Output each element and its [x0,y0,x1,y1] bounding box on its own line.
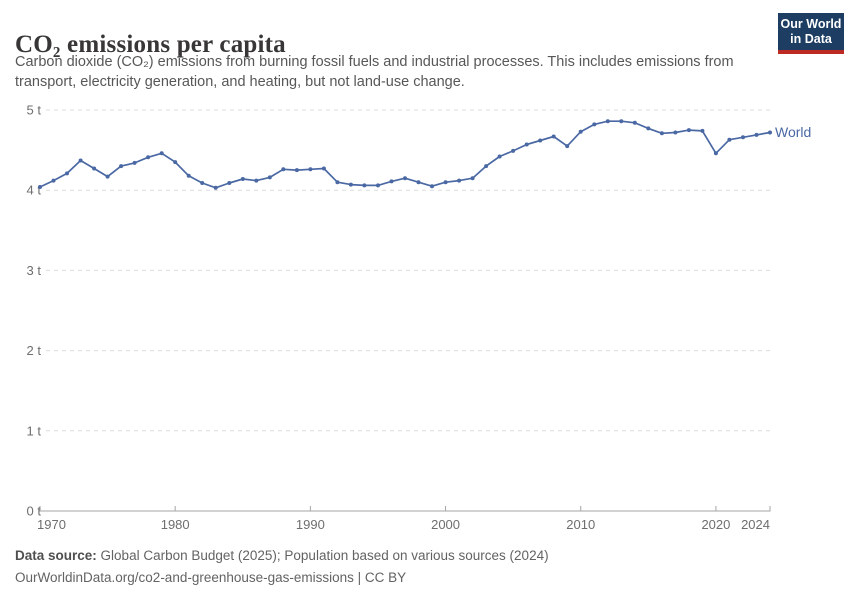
data-point [727,137,732,142]
data-point [78,158,83,163]
data-point [457,178,462,183]
data-point [646,126,651,131]
data-point [254,178,259,183]
data-point [632,120,637,125]
owid-logo-line1: Our World [780,17,842,31]
data-point [146,155,151,160]
series-label-world: World [775,124,811,140]
data-point [321,166,326,171]
data-point [430,184,434,189]
x-axis [39,506,771,512]
data-point [416,180,421,185]
data-point [308,167,313,172]
data-point [240,177,245,181]
chart-subtitle-line2: transport, electricity generation, and h… [15,74,465,90]
x-tick-label: 1970 [37,517,66,532]
y-tick-label: 4 t [27,183,42,198]
data-point [132,160,137,165]
data-point [524,142,529,147]
y-tick-label: 0 t [27,504,42,519]
data-point [376,183,380,188]
data-point [713,151,718,156]
data-point [659,131,664,136]
data-point [565,144,570,149]
data-source-text: Global Carbon Budget (2025); Population … [100,548,549,563]
data-point [119,164,124,169]
y-tick-label: 3 t [27,263,42,278]
x-tick-label: 2000 [431,517,460,532]
data-point [281,167,286,172]
data-point [38,185,42,189]
data-source-label: Data source: [15,548,97,563]
chart-footer: Data source: Global Carbon Budget (2025)… [15,545,835,589]
y-tick-label: 1 t [27,423,42,438]
data-point [51,178,56,183]
data-point [700,128,705,133]
data-point [686,128,691,133]
data-point [484,164,489,169]
data-point [741,135,745,140]
data-point [605,119,610,124]
data-point [362,183,367,188]
data-point [186,173,191,178]
data-point [200,181,205,185]
data-point [294,168,299,173]
y-tick-label: 5 t [27,103,42,118]
data-point [403,176,407,181]
data-point [213,185,218,190]
data-point [538,138,543,143]
data-point [105,174,110,179]
data-source-line: Data source: Global Carbon Budget (2025)… [15,545,835,567]
data-point [754,132,759,137]
chart-title: CO₂ emissions per capita [15,30,286,58]
data-point [227,181,232,185]
chart-subtitle-line1: Carbon dioxide (CO₂) emissions from burn… [15,54,734,70]
data-point [389,179,394,184]
y-tick-label: 2 t [27,343,42,358]
x-tick-label: 2020 [701,517,730,532]
data-point [592,122,597,127]
x-tick-label: 2010 [566,517,595,532]
license-line: OurWorldinData.org/co2-and-greenhouse-ga… [15,570,407,585]
data-point [335,180,340,185]
owid-logo-line2: in Data [790,32,832,46]
data-point [348,182,353,187]
data-point [673,130,678,135]
data-point [470,176,475,181]
data-point [768,130,772,135]
owid-logo: Our World in Data [778,13,844,54]
data-point [619,119,624,124]
data-point [511,148,516,153]
data-point [173,160,178,165]
x-tick-label: 1980 [161,517,190,532]
chart-subtitle: Carbon dioxide (CO₂) emissions from burn… [15,52,775,92]
data-point [267,175,272,180]
data-point [159,151,164,156]
x-tick-label: 2024 [741,517,770,532]
data-point [65,171,69,176]
data-point [497,154,502,159]
x-tick-label: 1990 [296,517,325,532]
data-point [92,166,97,171]
data-point [551,134,556,139]
data-point [578,129,583,134]
data-point [443,180,448,185]
